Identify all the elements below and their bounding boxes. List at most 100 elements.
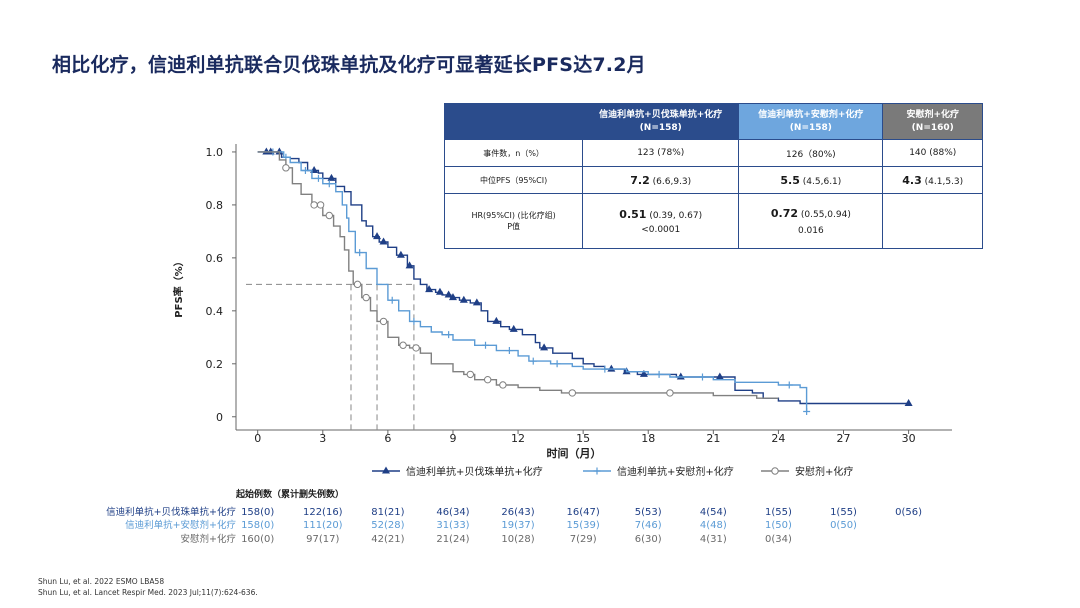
censor-mark-ibi_placebo [803, 407, 811, 415]
censor-mark-ibi_placebo [553, 360, 561, 368]
censor-mark-placebo [399, 341, 407, 349]
censor-mark-ibi_beva [425, 285, 434, 293]
censor-mark-ibi_placebo [445, 331, 453, 339]
risk-count: 26(43) [501, 507, 534, 518]
censor-mark-placebo [568, 389, 577, 397]
median-ci: (4.5,6.1) [802, 176, 842, 187]
y-tick-label: 0.4 [206, 305, 224, 318]
censor-mark-placebo [325, 211, 333, 220]
y-tick-label: 0.6 [206, 252, 224, 265]
censor-mark-ibi_placebo [698, 373, 706, 381]
km-curve-ibi_beva [257, 151, 909, 405]
stats-hr-ibi-placebo: 0.72 (0.55,0.94) 0.016 [738, 193, 884, 249]
stats-label-events: 事件数，n（%） [443, 139, 584, 167]
x-tick-label: 24 [771, 432, 785, 445]
risk-row-label: 安慰剂+化疗 [181, 533, 237, 545]
censor-mark-placebo [666, 389, 674, 397]
censor-mark-ibi_beva [715, 372, 724, 380]
legend-marker-ibi_placebo [593, 467, 601, 475]
risk-count: 6(30) [635, 534, 662, 545]
stats-header-ibi-placebo-name: 信迪利单抗+安慰剂+化疗 [758, 109, 864, 120]
x-axis-label: 时间（月） [547, 446, 602, 460]
risk-row-label: 信迪利单抗+安慰剂+化疗 [125, 519, 236, 531]
censor-mark-ibi_placebo [785, 381, 793, 389]
stats-events-ibi-placebo: 126（80%) [738, 139, 884, 167]
censor-mark-placebo [362, 293, 370, 302]
censor-mark-ibi_placebo [410, 317, 418, 325]
legend-marker-ibi_beva [382, 466, 390, 474]
legend-label-placebo: 安慰剂+化疗 [795, 465, 853, 478]
censor-mark-ibi_placebo [505, 347, 513, 355]
legend-marker-placebo [771, 467, 779, 475]
stats-header-ibi-placebo: 信迪利单抗+安慰剂+化疗 (N=158) [738, 103, 884, 140]
censor-mark-ibi_beva [448, 293, 457, 301]
censor-mark-ibi_beva [540, 343, 549, 351]
censor-mark-placebo [282, 164, 290, 172]
risk-count: 81(21) [371, 507, 404, 518]
hr-value: 0.51 [619, 207, 647, 221]
censor-mark-ibi_beva [459, 295, 468, 303]
stats-median-placebo: 4.3 (4.1,5.3) [882, 166, 983, 194]
median-ci: (4.1,5.3) [924, 176, 964, 187]
risk-count: 158(0) [241, 507, 274, 518]
footnote-1: Shun Lu, et al. 2022 ESMO LBA58 [38, 577, 165, 586]
risk-count: 1(55) [765, 507, 792, 518]
hr-ci: (0.55,0.94) [800, 209, 851, 220]
stats-median-ibi-placebo: 5.5 (4.5,6.1) [738, 166, 884, 194]
stats-header-ibi-beva: 信迪利单抗+贝伐珠单抗+化疗 (N=158) [582, 103, 740, 140]
p-value: 0.016 [797, 225, 824, 236]
risk-count: 5(53) [635, 507, 662, 518]
y-axis-label: PFS率（%） [172, 256, 185, 317]
risk-count: 46(34) [436, 507, 469, 518]
censor-mark-ibi_placebo [529, 357, 537, 365]
censor-mark-ibi_placebo [655, 370, 663, 378]
censor-mark-ibi_placebo [301, 166, 309, 174]
y-tick-label: 1.0 [206, 146, 224, 159]
censor-mark-placebo [316, 201, 325, 209]
risk-count: 42(21) [371, 534, 404, 545]
censor-mark-ibi_beva [379, 237, 388, 245]
censor-mark-placebo [379, 317, 388, 326]
censor-mark-placebo [412, 344, 420, 352]
median-value: 5.5 [780, 173, 800, 187]
p-value: <0.0001 [641, 224, 681, 235]
stats-label-hr: HR(95%CI) (比化疗组) P值 [443, 193, 584, 249]
risk-count: 16(47) [567, 507, 600, 518]
stats-row-median-pfs: 中位PFS（95%CI) 7.2 (6.6,9.3) 5.5 (4.5,6.1)… [443, 166, 983, 194]
page-title: 相比化疗，信迪利单抗联合贝伐珠单抗及化疗可显著延长PFS达7.2月 [52, 54, 646, 76]
hr-ci: (0.39, 0.67) [649, 210, 703, 221]
risk-count: 4(31) [700, 534, 727, 545]
risk-table-header: 起始例数（累计删失例数） [235, 488, 344, 500]
censor-mark-ibi_placebo [388, 296, 396, 304]
censor-mark-ibi_beva [676, 372, 685, 380]
risk-count: 7(29) [570, 534, 597, 545]
stats-median-ibi-beva: 7.2 (6.6,9.3) [582, 166, 740, 194]
risk-count: 4(48) [700, 520, 727, 531]
stats-events-placebo: 140 (88%) [882, 139, 983, 167]
risk-count: 0(34) [765, 534, 792, 545]
risk-count: 0(50) [830, 520, 857, 531]
risk-count: 160(0) [241, 534, 274, 545]
censor-mark-ibi_beva [435, 287, 444, 295]
x-tick-label: 21 [706, 432, 720, 445]
stats-table: 信迪利单抗+贝伐珠单抗+化疗 (N=158) 信迪利单抗+安慰剂+化疗 (N=1… [443, 103, 983, 249]
x-tick-label: 3 [319, 432, 326, 445]
censor-mark-ibi_placebo [482, 341, 490, 349]
stats-header-ibi-placebo-n: (N=158) [789, 122, 832, 133]
risk-count: 19(37) [501, 520, 534, 531]
x-tick-label: 12 [511, 432, 525, 445]
censor-mark-ibi_beva [904, 399, 913, 407]
censor-mark-placebo [499, 381, 507, 389]
censor-mark-placebo [353, 280, 362, 289]
stats-header-placebo: 安慰剂+化疗 (N=160) [882, 103, 983, 140]
censor-mark-ibi_beva [472, 298, 481, 306]
risk-count: 158(0) [241, 520, 274, 531]
x-tick-label: 0 [254, 432, 261, 445]
stats-header-ibi-beva-n: (N=158) [639, 122, 682, 133]
risk-count: 122(16) [303, 507, 343, 518]
stats-header-empty [443, 103, 584, 140]
stats-hr-placebo [882, 193, 983, 249]
risk-count: 15(39) [567, 520, 600, 531]
risk-count: 10(28) [501, 534, 534, 545]
hr-value: 0.72 [770, 206, 798, 220]
